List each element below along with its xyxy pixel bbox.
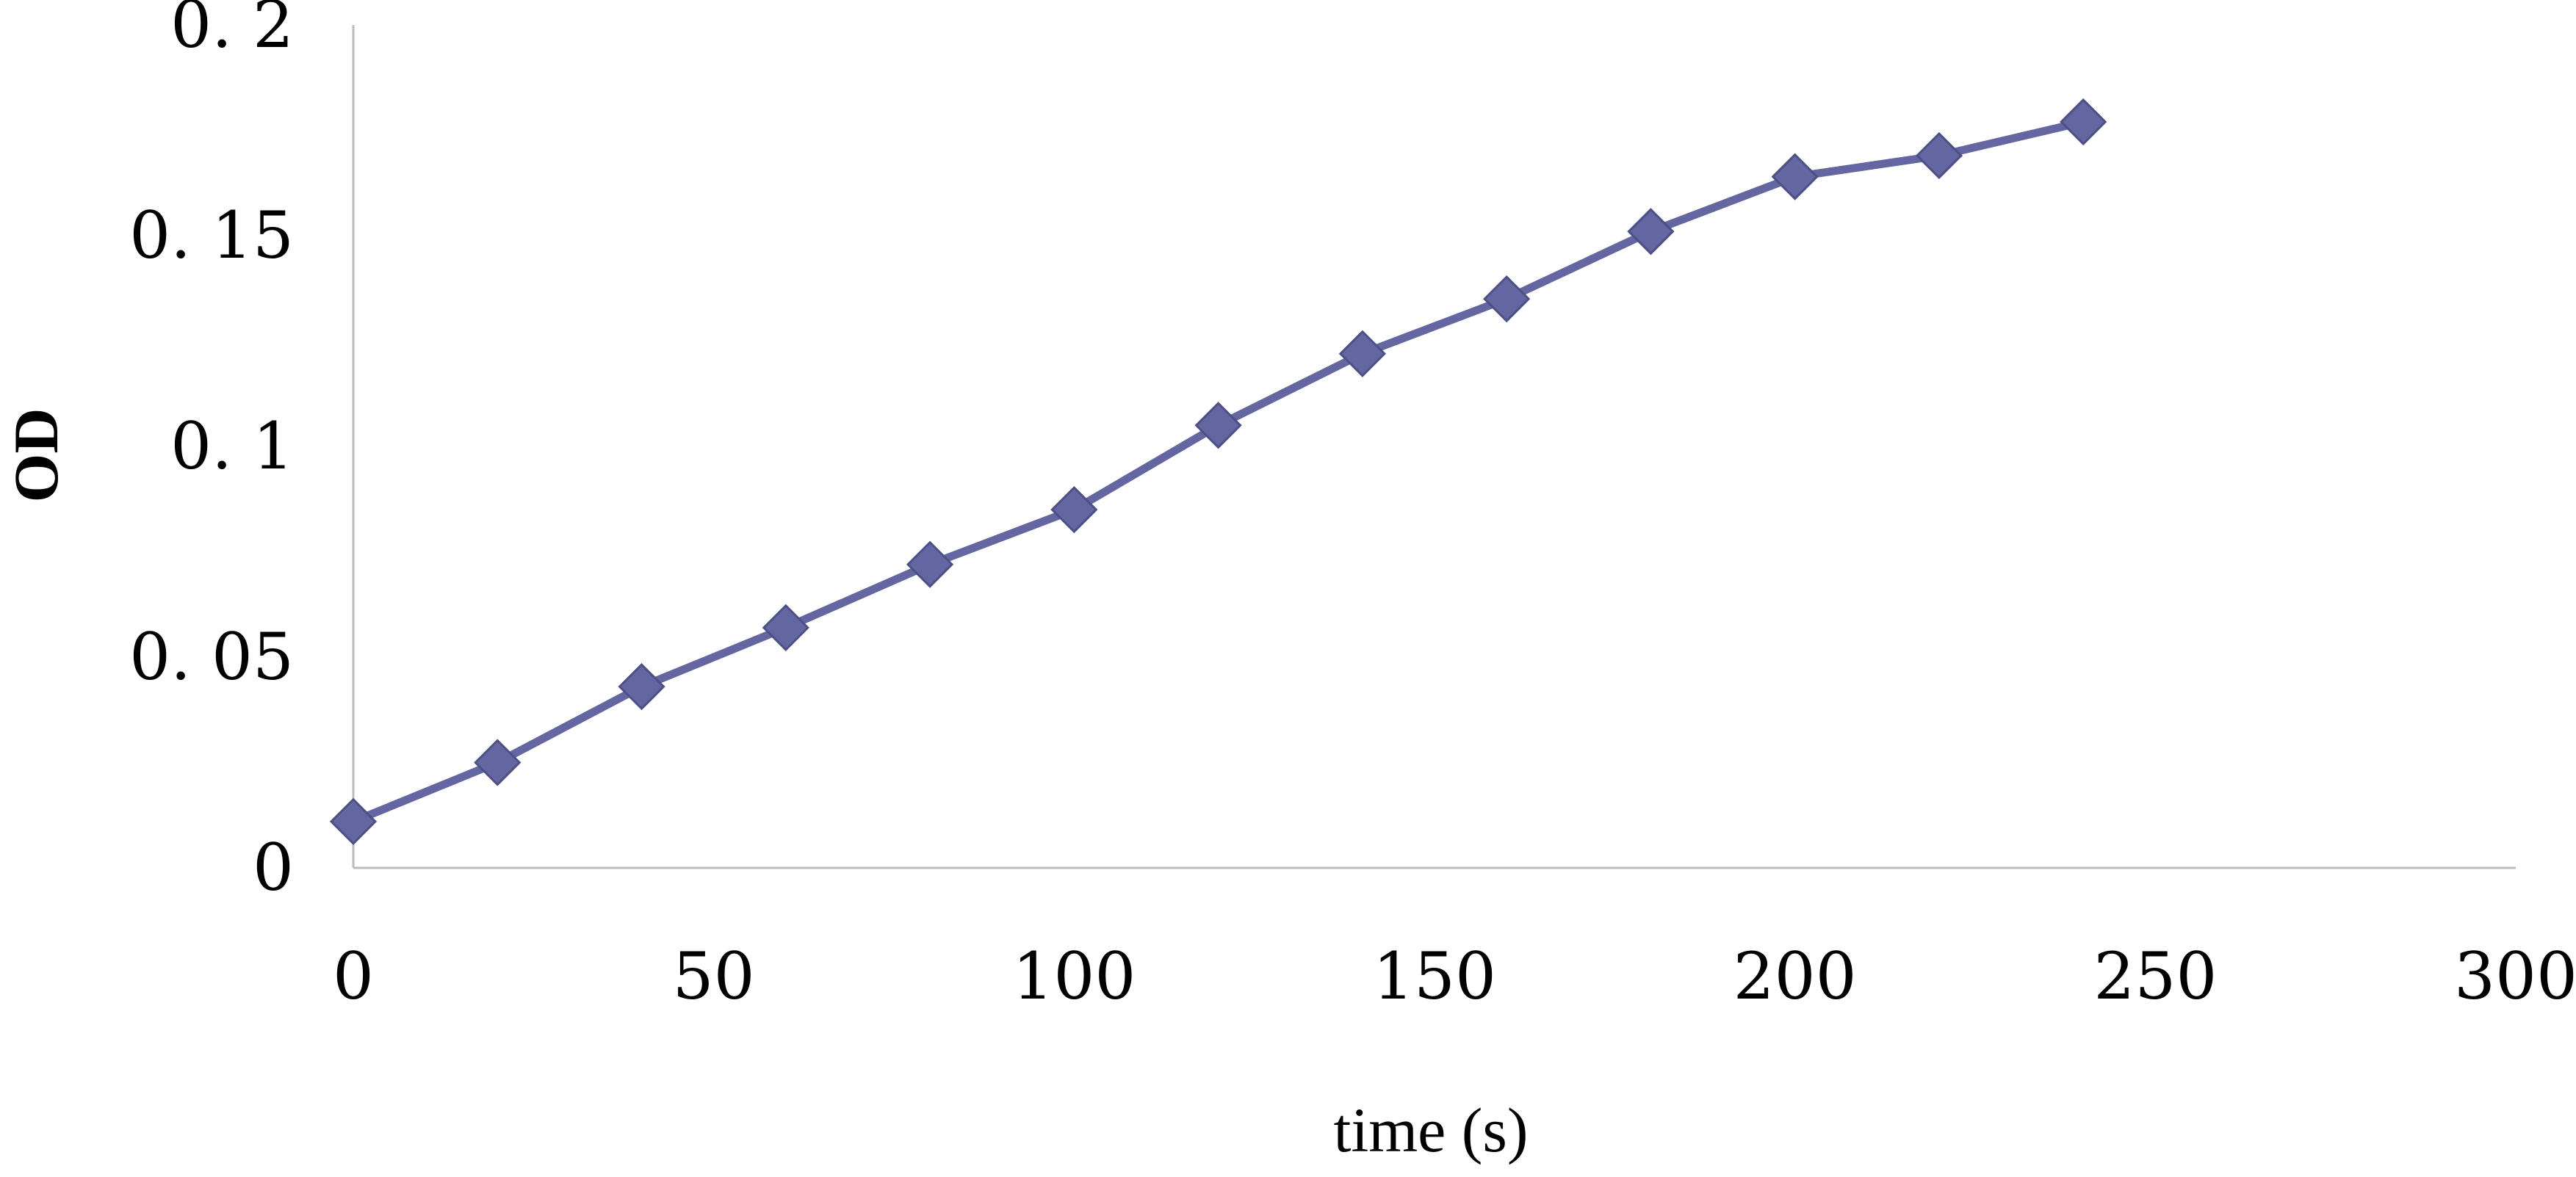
data-point-marker <box>474 739 522 786</box>
y-tick-label: 0. 2 <box>170 0 294 62</box>
y-tick-label: 0 <box>253 830 294 905</box>
data-point-marker <box>1338 330 1386 377</box>
data-point-marker <box>1194 402 1242 449</box>
series-markers <box>329 98 2107 845</box>
x-tick-label: 200 <box>1733 938 1857 1014</box>
data-point-marker <box>762 604 809 651</box>
series-line-group <box>349 117 2088 826</box>
data-point-marker <box>1915 131 1963 180</box>
x-axis-title: time (s) <box>1333 1095 1528 1165</box>
x-tick-label: 150 <box>1373 938 1496 1014</box>
x-tick-label: 0 <box>333 938 374 1014</box>
x-tick-label: 300 <box>2454 938 2576 1014</box>
data-point-marker <box>1627 208 1675 256</box>
data-point-marker <box>1483 275 1531 323</box>
y-tick-label: 0. 05 <box>129 619 294 695</box>
data-point-marker <box>2060 98 2107 146</box>
series-line <box>349 117 2088 826</box>
axes <box>352 25 2516 869</box>
data-point-marker <box>1771 153 1819 200</box>
x-tick-label: 100 <box>1012 938 1136 1014</box>
y-tick-label: 0. 1 <box>170 408 294 484</box>
x-tick-labels: 0 50 100 150 200 250 300 <box>333 938 2576 1014</box>
y-tick-labels: 0 0. 05 0. 1 0. 15 0. 2 <box>129 0 294 905</box>
data-point-marker <box>906 540 954 588</box>
data-point-marker <box>618 663 665 711</box>
data-point-marker <box>329 797 378 845</box>
x-tick-label: 250 <box>2093 938 2217 1014</box>
x-tick-label: 50 <box>673 938 755 1014</box>
y-tick-label: 0. 15 <box>129 198 294 273</box>
y-axis-title: OD <box>1 408 71 503</box>
data-point-marker <box>1050 485 1098 534</box>
